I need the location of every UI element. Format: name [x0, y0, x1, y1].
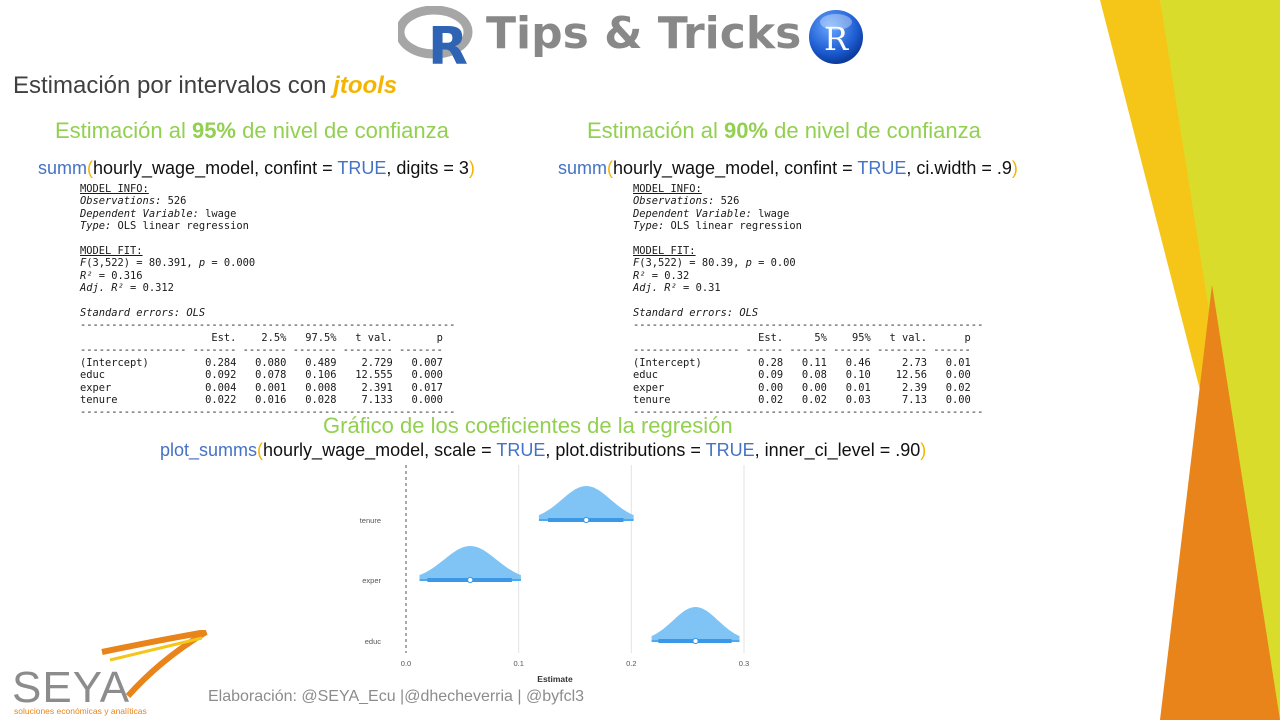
svg-text:R: R	[428, 17, 468, 66]
right-code-line: summ(hourly_wage_model, confint = TRUE, …	[558, 158, 1018, 178]
coef-estimate-point	[692, 637, 699, 645]
coef-distribution	[419, 546, 521, 580]
package-name: jtools	[333, 72, 398, 99]
left-model-output: MODEL INFO: Observations: 526 Dependent …	[80, 183, 456, 419]
coefficient-plot: 0.0 0.1 0.2 0.3 Estimate tenure exper educ	[360, 465, 749, 684]
corner-decoration	[1100, 0, 1280, 720]
x-axis-label: Estimate	[537, 674, 573, 684]
plot-section-heading: Gráfico de los coeficientes de la regres…	[323, 413, 733, 438]
left-section-heading: Estimación al 95% de nivel de confianza	[55, 118, 449, 143]
left-code-line: summ(hourly_wage_model, confint = TRUE, …	[38, 158, 475, 178]
r-logo-icon: R	[398, 6, 473, 66]
subtitle-text: Estimación por intervalos con	[13, 72, 334, 99]
svg-text:R: R	[824, 20, 849, 58]
y-tick-label: educ	[365, 637, 382, 646]
coef-estimate-point	[467, 576, 474, 584]
x-tick-label: 0.3	[739, 659, 749, 668]
x-tick-label: 0.1	[513, 659, 523, 668]
y-tick-label: tenure	[360, 516, 381, 525]
header: R Tips & Tricks R	[390, 0, 870, 70]
coef-distribution	[538, 486, 634, 520]
right-model-output: MODEL INFO: Observations: 526 Dependent …	[633, 183, 984, 419]
footer-credits: Elaboración: @SEYA_Ecu |@dhecheverria | …	[208, 688, 585, 705]
right-section-heading: Estimación al 90% de nivel de confianza	[587, 118, 981, 143]
plot-code-line: plot_summs(hourly_wage_model, scale = TR…	[160, 440, 927, 460]
header-title: Tips & Tricks	[486, 8, 802, 59]
slide-subtitle: Estimación por intervalos con jtools	[13, 72, 397, 100]
r-orb-icon: R	[809, 10, 863, 64]
seya-logo: SEYA soluciones económicas y analíticas	[12, 630, 208, 716]
x-tick-label: 0.0	[401, 659, 411, 668]
seya-logo-text: SEYA	[12, 663, 130, 712]
seya-tagline: soluciones económicas y analíticas	[14, 706, 147, 716]
x-tick-label: 0.2	[626, 659, 636, 668]
coef-estimate-point	[583, 516, 590, 524]
coef-distribution	[651, 607, 740, 641]
y-tick-label: exper	[362, 576, 381, 585]
